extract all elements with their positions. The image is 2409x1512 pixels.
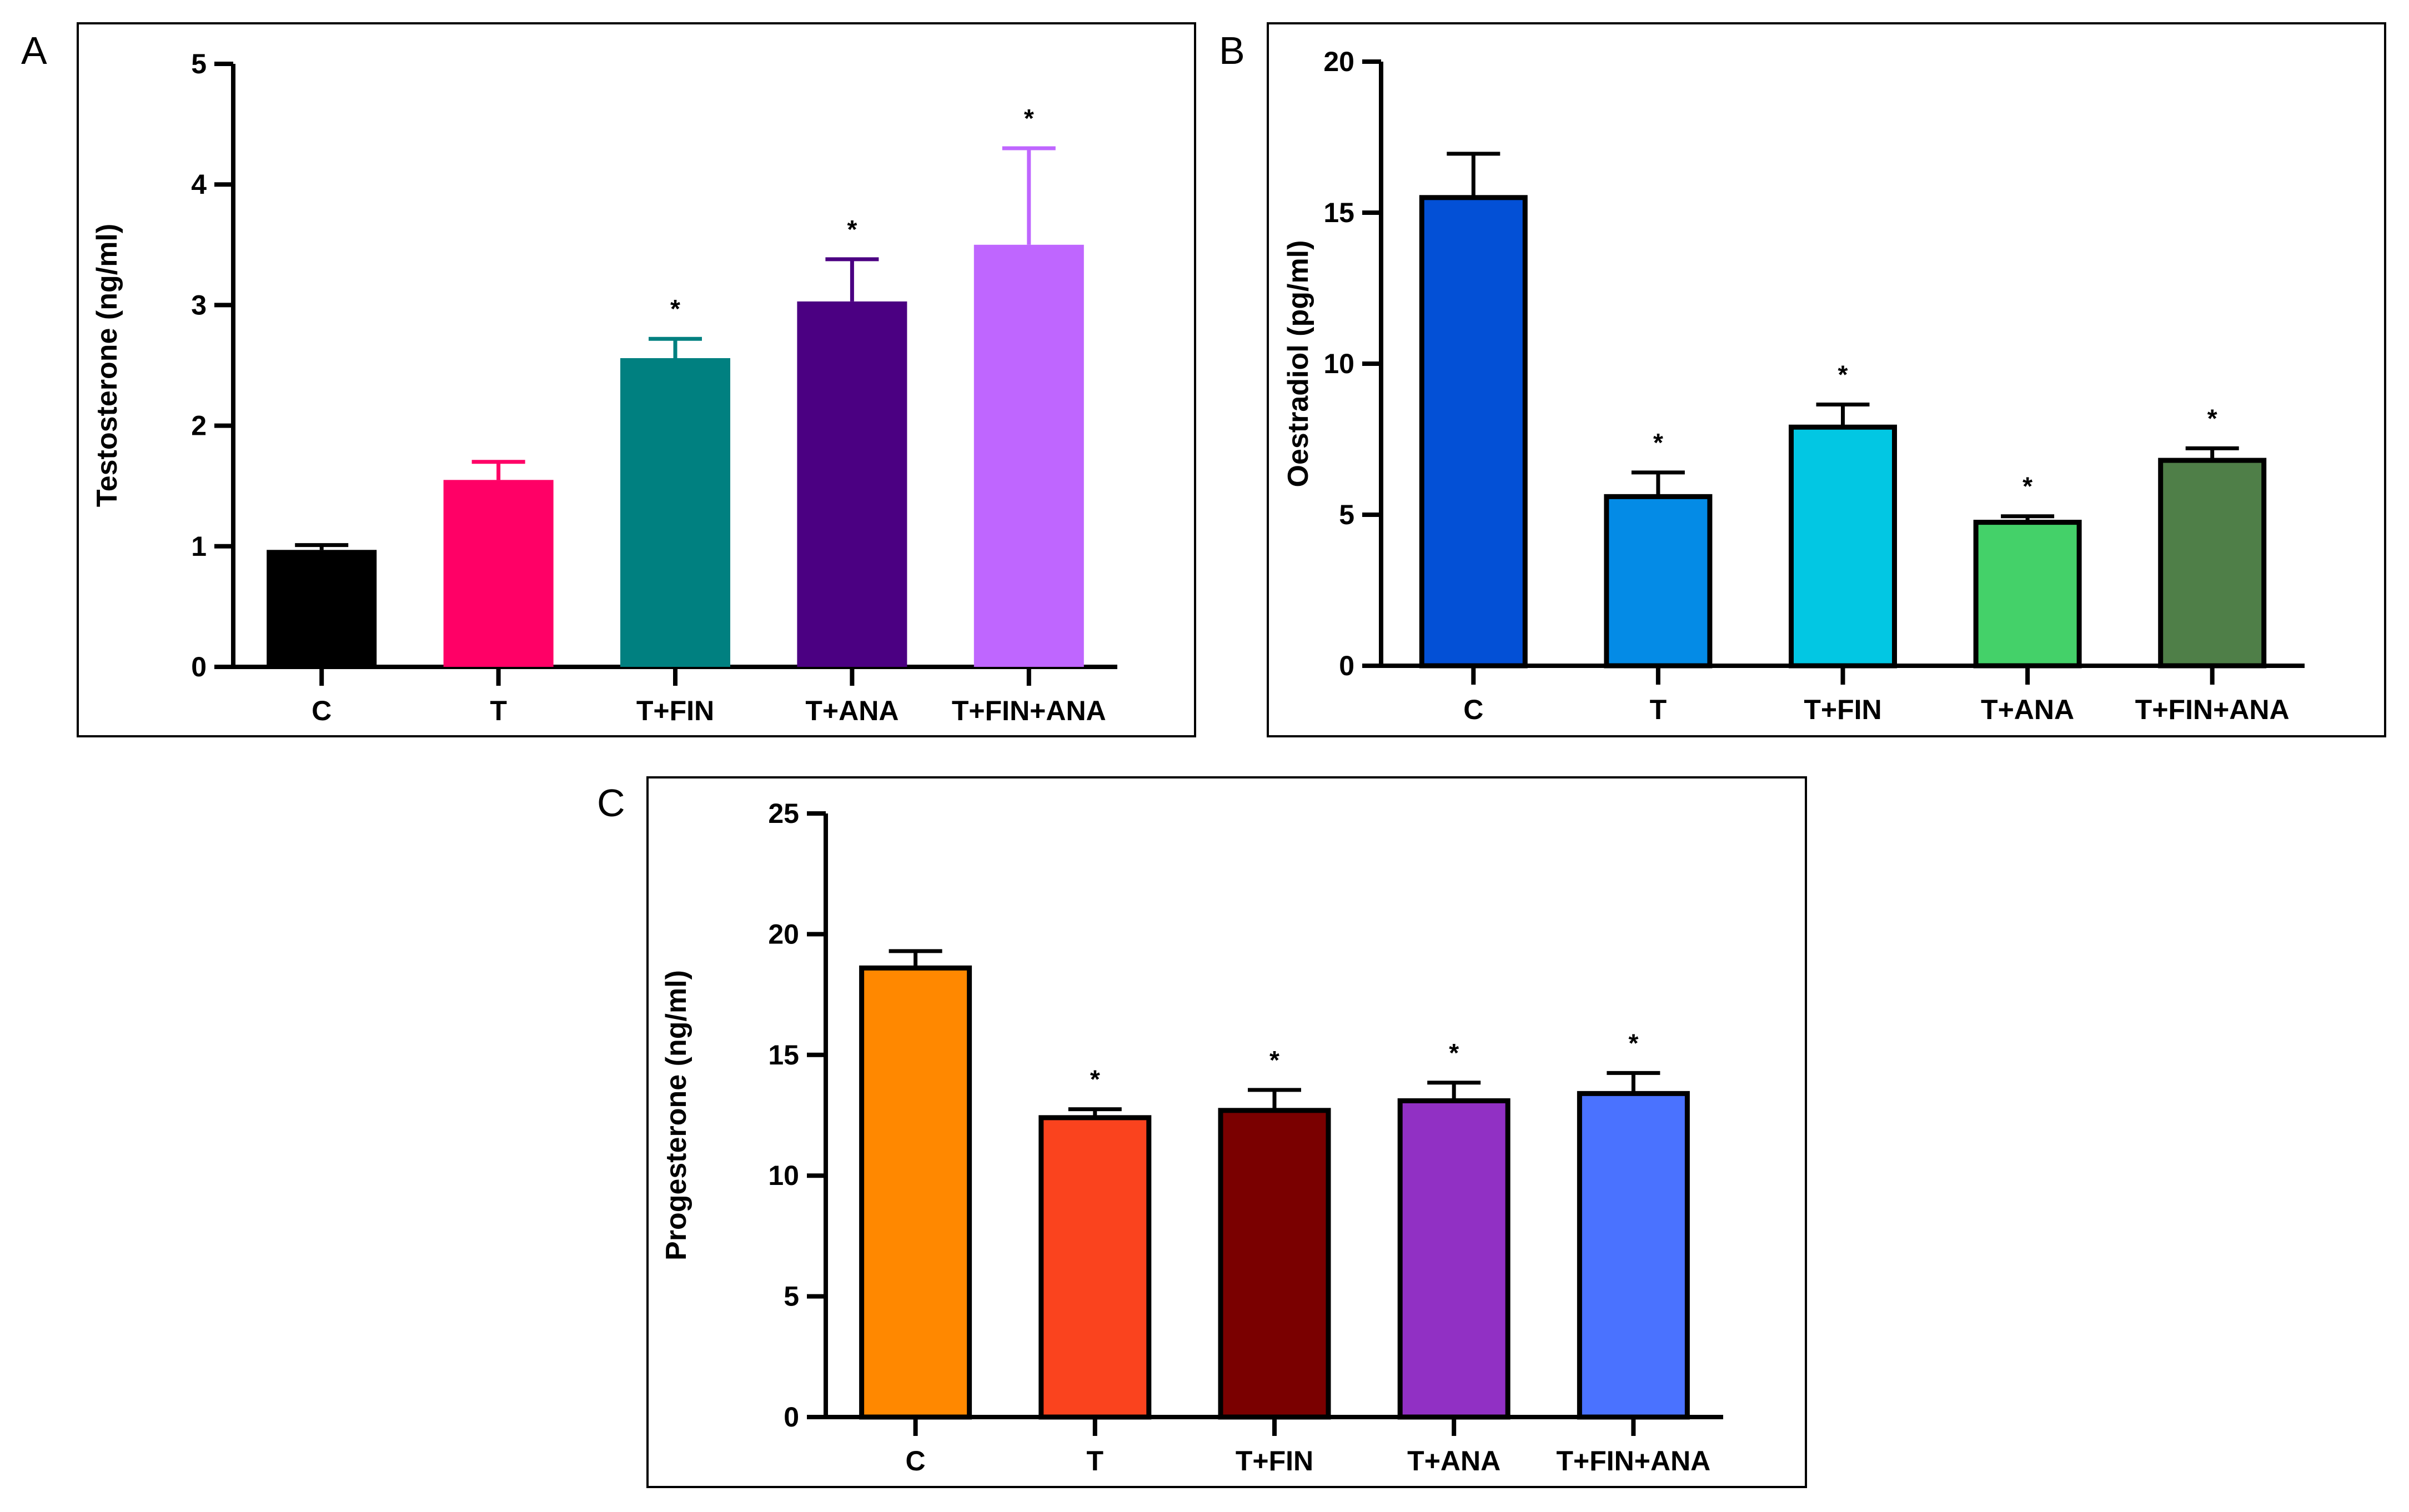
bar: [1218, 1108, 1331, 1420]
panel-c: C 0 5 10 15 20 25 C T T+FIN T+ANA T+FIN+ANA * * * * P…: [597, 776, 1807, 1488]
x-category-label: T+FIN: [636, 695, 714, 726]
significance-marker: *: [670, 294, 680, 323]
y-tick-label: 2: [191, 410, 207, 441]
error-bar: [1816, 402, 1870, 428]
y-tick-label: 0: [191, 651, 207, 682]
x-category-label: T+FIN+ANA: [2135, 694, 2290, 725]
error-bar: [889, 949, 942, 968]
bar: [620, 358, 730, 667]
error-bar: [1447, 152, 1500, 198]
error-bar: [1248, 1088, 1301, 1111]
bar: [2158, 458, 2267, 669]
error-bar: [1427, 1081, 1481, 1101]
significance-marker: *: [1838, 360, 1848, 389]
x-category-label: C: [312, 695, 332, 726]
bar: [1577, 1091, 1690, 1420]
bar: [797, 301, 907, 667]
x-category-label: T: [1650, 694, 1667, 725]
x-category-label: T: [490, 695, 507, 726]
significance-marker: *: [1269, 1046, 1279, 1074]
error-bar: [649, 336, 702, 358]
error-bar: [825, 257, 879, 302]
y-tick-label: 5: [191, 48, 207, 79]
error-bar: [295, 543, 349, 550]
bar: [973, 244, 1084, 667]
significance-marker: *: [1653, 428, 1663, 457]
x-category-label: T+ANA: [1981, 694, 2074, 725]
bar: [1604, 494, 1713, 669]
y-tick-label: 5: [1339, 499, 1354, 530]
bar: [267, 550, 377, 667]
y-tick-label: 20: [768, 918, 799, 950]
panel-b-axes: 0 5 10 15 20 C T T+FIN T+ANA T+FIN+ANA: [1323, 46, 2305, 725]
bar: [1789, 424, 1897, 669]
error-bar: [1607, 1071, 1660, 1094]
panel-a-axes: 0 1 2 3 4 5 C T T+FIN T+ANA T+FIN+ANA: [191, 48, 1117, 726]
panel-a-y-axis-title: Testosterone (ng/ml): [91, 224, 123, 507]
y-tick-label: 10: [1323, 348, 1354, 379]
y-tick-label: 3: [191, 289, 207, 320]
panel-c-y-axis-title: Progesterone (ng/ml): [660, 970, 692, 1260]
error-bar: [1002, 146, 1056, 245]
bar: [1038, 1115, 1152, 1420]
x-category-label: T+FIN+ANA: [952, 695, 1106, 726]
y-tick-label: 20: [1323, 46, 1354, 77]
significance-marker: *: [1449, 1038, 1459, 1067]
panel-b-bars: * * * *: [1419, 152, 2267, 669]
x-category-label: T+ANA: [1407, 1445, 1500, 1476]
panel-a-letter: A: [21, 29, 47, 72]
significance-marker: *: [1090, 1065, 1100, 1094]
bar: [443, 480, 554, 667]
panel-c-letter: C: [597, 781, 625, 825]
panel-c-bars: * * * *: [859, 949, 1690, 1420]
y-tick-label: 15: [768, 1039, 799, 1071]
panel-b: B 0 5 10 15 20 C T T+FIN T+ANA T+FIN+ANA * * * * Oes…: [1219, 22, 2386, 737]
y-tick-label: 15: [1323, 197, 1354, 228]
panel-a-bars: * * *: [267, 104, 1084, 667]
panel-b-y-axis-title: Oestradiol (pg/ml): [1282, 240, 1314, 488]
significance-marker: *: [1628, 1028, 1638, 1057]
y-tick-label: 0: [784, 1402, 799, 1433]
y-tick-label: 0: [1339, 650, 1354, 681]
error-bar: [471, 460, 525, 480]
significance-marker: *: [2022, 472, 2032, 501]
significance-marker: *: [2207, 404, 2217, 433]
bar: [1973, 520, 2082, 669]
x-category-label: C: [906, 1445, 926, 1476]
error-bar: [1631, 470, 1685, 497]
bar: [1397, 1098, 1510, 1420]
bar: [859, 965, 972, 1420]
panel-b-letter: B: [1219, 29, 1245, 72]
y-tick-label: 1: [191, 531, 207, 562]
x-category-label: T+FIN+ANA: [1556, 1445, 1710, 1476]
y-tick-label: 4: [191, 169, 207, 200]
panel-a: A 0 1 2 3 4 5 C T T+FIN T+ANA T+FIN+ANA * * * Testos…: [21, 22, 1196, 737]
x-category-label: T+FIN: [1236, 1445, 1313, 1476]
y-tick-label: 25: [768, 798, 799, 829]
bar: [1419, 195, 1528, 669]
y-tick-label: 10: [768, 1160, 799, 1191]
x-category-label: C: [1463, 694, 1483, 725]
significance-marker: *: [847, 215, 857, 244]
x-category-label: T+ANA: [805, 695, 899, 726]
x-category-label: T+FIN: [1804, 694, 1881, 725]
significance-marker: *: [1024, 104, 1034, 133]
x-category-label: T: [1087, 1445, 1104, 1476]
y-tick-label: 5: [784, 1281, 799, 1312]
